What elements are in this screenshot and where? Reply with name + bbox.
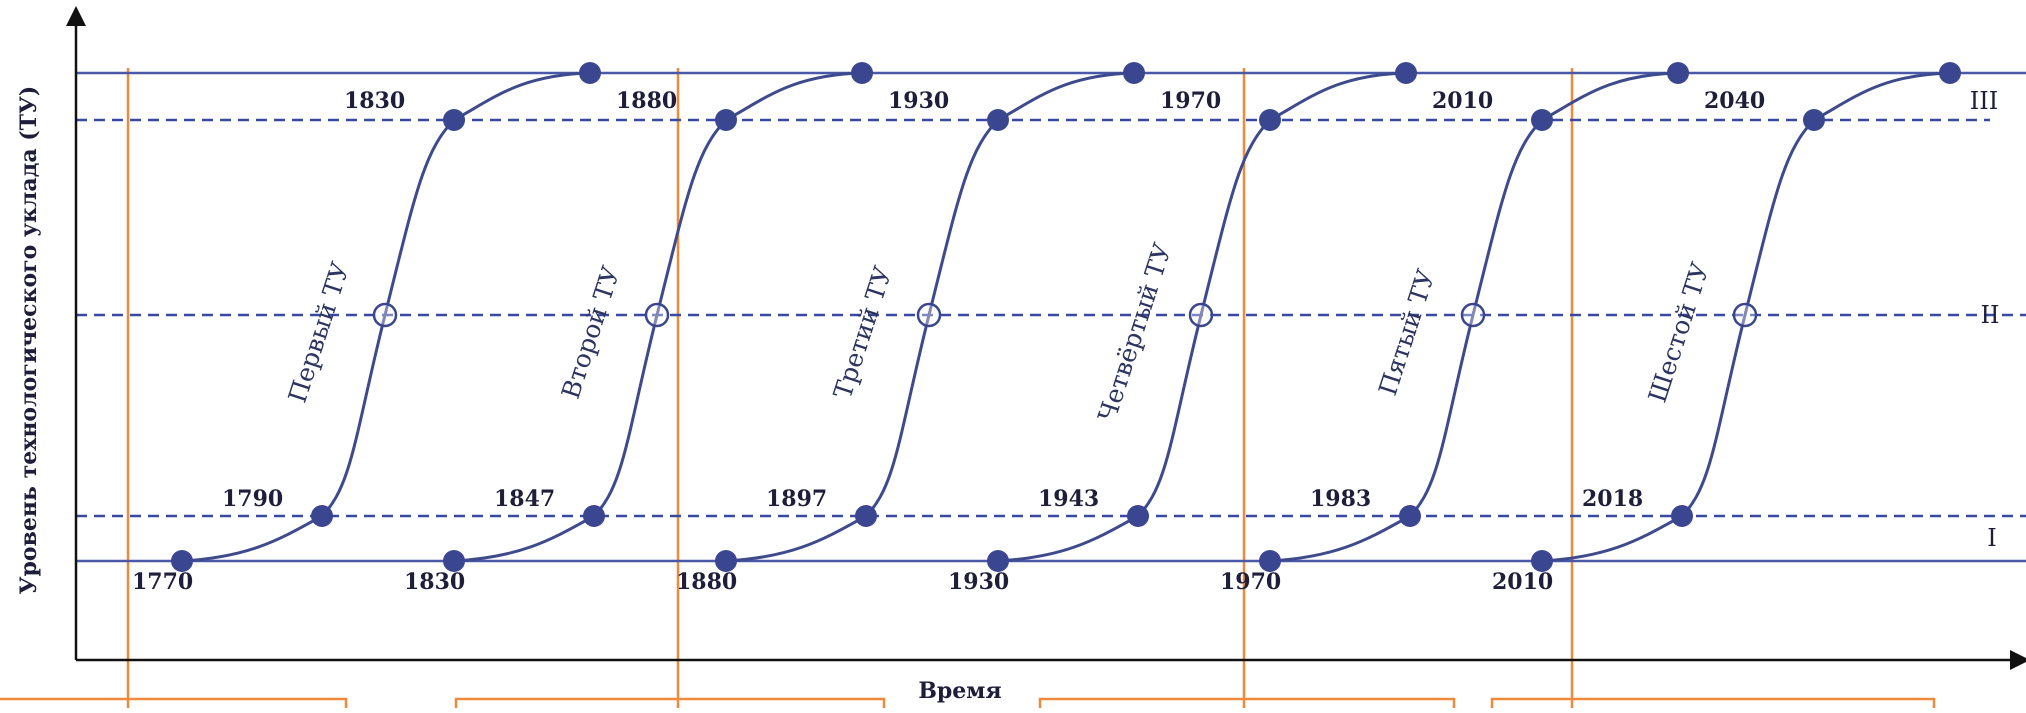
wave-5: 1970 1983 2010 Пятый ТУ [1220,62,1689,595]
wave-start-dot [443,550,465,572]
level-labels: III II I [1970,87,2000,552]
wave-rise-start-dot [1399,505,1421,527]
wave-rise-end-year: 1930 [888,88,949,114]
x-axis-label: Время [918,678,1001,704]
wave-curve [1269,71,1679,563]
wave-start-dot [171,550,193,572]
wave-name: Пятый ТУ [1373,266,1441,399]
y-axis-label: Уровень технологического уклада (ТУ) [16,86,42,595]
wave-rise-start-year: 1983 [1310,486,1371,512]
wave-rise-end-year: 1880 [616,88,677,114]
wave-rise-start-dot [1671,505,1693,527]
wave-rise-end-year: 1970 [1160,88,1221,114]
wave-rise-start-year: 1790 [222,486,283,512]
wave-end-dot [1667,62,1689,84]
wave-rise-end-year: 2010 [1432,88,1493,114]
wave-start-year: 1880 [676,569,737,595]
wave-rise-end-dot [715,109,737,131]
wave-rise-end-dot [1531,109,1553,131]
wave-rise-start-year: 1943 [1038,486,1099,512]
wave-start-year: 2010 [1492,569,1553,595]
wave-start-dot [987,550,1009,572]
level-ii-label: II [1981,301,2000,329]
bottom-box [1490,697,1936,708]
wave-end-dot [851,62,873,84]
wave-rise-end-dot [1259,109,1281,131]
level-i-label: I [1987,524,1996,552]
wave-rise-start-year: 1847 [494,486,555,512]
level-lines [76,71,2026,563]
wave-mid-dot [372,302,398,328]
wave-rise-start-dot [583,505,605,527]
wave-start-year: 1970 [1220,569,1281,595]
wave-curve [1541,71,1951,563]
wave-rise-end-year: 1830 [344,88,405,114]
wave-curve [725,71,1135,563]
period-dividers [126,68,1574,708]
wave-rise-start-dot [1127,505,1149,527]
axes [66,6,2026,670]
wave-rise-end-year: 2040 [1704,88,1765,114]
wave-curve [997,71,1407,563]
wave-rise-end-dot [443,109,465,131]
wave-name: Третий ТУ [828,263,898,403]
wave-curve [453,71,863,563]
level-iii-label: III [1970,87,1998,115]
wave-rise-start-dot [311,505,333,527]
wave-rise-end-dot [987,109,1009,131]
wave-rise-start-year: 2018 [1582,486,1643,512]
wave-curve [181,71,591,563]
bottom-box [454,697,886,708]
wave-start-dot [715,550,737,572]
wave-name: Шестой ТУ [1643,259,1716,406]
wave-start-year: 1830 [404,569,465,595]
wave-name: Второй ТУ [556,262,626,402]
bottom-boxes [0,697,1936,708]
bottom-box [1038,697,1456,708]
wave-start-dot [1531,550,1553,572]
wave-mid-dot [1460,302,1486,328]
wave-end-dot [1939,62,1961,84]
wave-rise-start-dot [855,505,877,527]
wave-mid-dot [644,302,670,328]
wave-rise-start-year: 1897 [766,486,827,512]
wave-end-dot [579,62,601,84]
wave-name: Четвёртый ТУ [1092,239,1177,425]
wave-end-dot [1395,62,1417,84]
wave-rise-end-dot [1803,109,1825,131]
wave-mid-dot [1188,302,1214,328]
wave-end-dot [1123,62,1145,84]
bottom-box [0,697,348,708]
wave-start-year: 1770 [132,569,193,595]
wave-mid-dot [916,302,942,328]
wave-mid-dot [1732,302,1758,328]
wave-start-dot [1259,550,1281,572]
wave-name: Первый ТУ [283,258,356,406]
wave-start-year: 1930 [948,569,1009,595]
